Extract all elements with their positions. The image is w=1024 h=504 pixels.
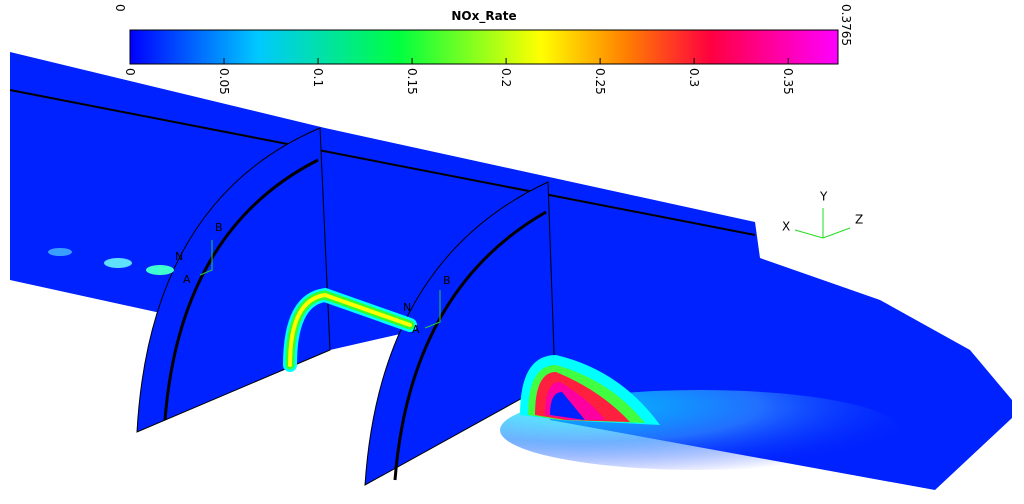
colorbar-tick-label: 0.05	[217, 68, 231, 95]
plane-label: A	[183, 273, 191, 286]
plane-label: N	[403, 301, 411, 314]
arc	[163, 158, 319, 421]
colorbar-tick-label: 0.3	[687, 68, 701, 87]
colorbar-tick-label: 0.35	[781, 68, 795, 95]
plane-marker	[199, 240, 441, 329]
axis-label: Y	[819, 190, 828, 204]
colorbar-tick-label: 0.25	[593, 68, 607, 95]
section-2	[364, 181, 556, 486]
axis-label: Z	[855, 213, 863, 227]
axis-label: X	[782, 220, 790, 234]
streak	[48, 248, 174, 275]
colorbar: NOx_Rate 0 0.3765 0 0.05 0.1 0.15 0.2 0.25 0.3 0.…	[113, 4, 853, 95]
colorbar-min: 0	[113, 4, 127, 12]
plane-label: B	[443, 274, 451, 287]
plane-label: B	[215, 221, 223, 234]
edge	[9, 89, 756, 236]
ring-2	[520, 355, 660, 425]
plane-label: N	[175, 250, 183, 263]
colorbar-tick-label: 0.2	[499, 68, 513, 87]
axis-triad	[794, 208, 851, 239]
ring-1	[283, 287, 417, 372]
colorbar-tick-label: 0.15	[405, 68, 419, 95]
colorbar-max: 0.3765	[839, 4, 853, 46]
plane-label: A	[412, 323, 420, 336]
colorbar-title: NOx_Rate	[451, 9, 516, 24]
section-1	[136, 127, 331, 433]
model	[9, 52, 1012, 490]
colorbar-gradient	[129, 29, 839, 65]
colorbar-tick-label: 0.1	[311, 68, 325, 87]
colorbar-tick-label: 0	[123, 68, 137, 76]
